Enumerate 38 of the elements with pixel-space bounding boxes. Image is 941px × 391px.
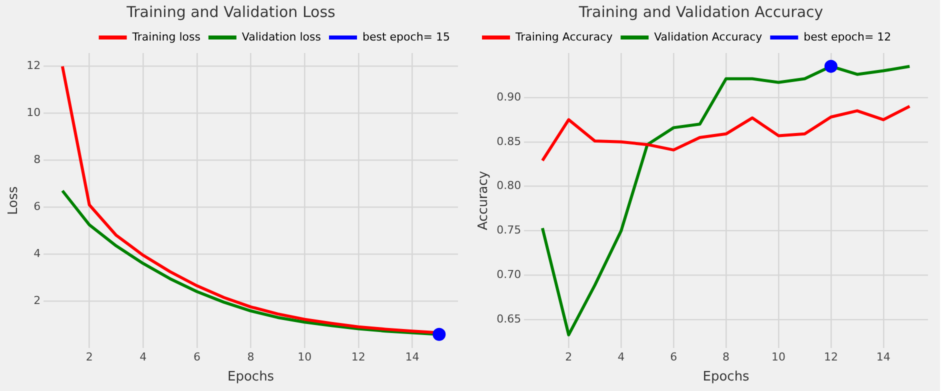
x-tick-label: 2 <box>86 350 93 364</box>
legend-label: Training loss <box>131 30 201 44</box>
x-tick-label: 2 <box>565 350 572 364</box>
y-tick-label: 0.90 <box>496 90 522 104</box>
x-tick-label: 12 <box>824 350 838 364</box>
y-tick-label: 2 <box>34 294 41 307</box>
y-tick-label: 0.65 <box>496 312 522 326</box>
x-tick-label: 14 <box>405 350 420 364</box>
legend-label: Validation loss <box>242 30 322 44</box>
legend-label: best epoch= 12 <box>804 30 892 44</box>
y-tick-label: 8 <box>34 153 41 166</box>
y-axis-title: Loss <box>6 186 22 215</box>
legend-label: best epoch= 15 <box>362 30 450 44</box>
x-tick-label: 10 <box>298 350 312 364</box>
x-tick-label: 4 <box>618 350 625 364</box>
y-tick-label: 6 <box>34 200 41 214</box>
x-tick-label: 10 <box>772 350 786 364</box>
x-tick-label: 4 <box>140 350 147 364</box>
y-tick-label: 0.70 <box>496 268 522 282</box>
legend-label: Training Accuracy <box>514 30 614 44</box>
y-tick-label: 10 <box>26 106 41 120</box>
x-axis-title: Epochs <box>228 370 274 385</box>
y-axis-title: Accuracy <box>476 170 492 230</box>
x-tick-label: 8 <box>722 350 730 364</box>
y-tick-label: 0.85 <box>496 134 522 148</box>
legend-label: Validation Accuracy <box>654 30 763 44</box>
x-tick-label: 8 <box>247 350 254 364</box>
x-tick-label: 12 <box>351 350 366 364</box>
chart-title: Training and Validation Loss <box>126 2 336 21</box>
x-tick-label: 14 <box>876 350 890 364</box>
x-tick-label: 6 <box>670 350 678 364</box>
x-tick-label: 6 <box>193 350 200 364</box>
y-tick-label: 0.80 <box>496 179 522 192</box>
x-axis-title: Epochs <box>702 370 750 385</box>
chart-title: Training and Validation Accuracy <box>578 2 824 21</box>
y-tick-label: 4 <box>34 246 41 260</box>
y-tick-label: 0.75 <box>496 224 522 237</box>
y-tick-label: 12 <box>26 59 41 72</box>
